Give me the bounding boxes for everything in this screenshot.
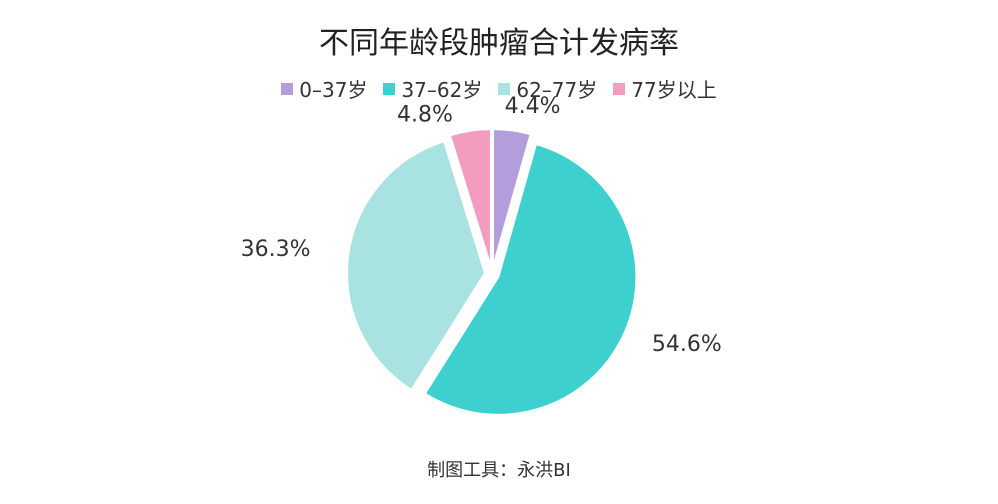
legend-item-0-37: 0–37岁 [281,74,367,103]
label-62-77: 36.3% [241,237,311,262]
slice-77-plus [448,128,492,268]
slice-37-62 [423,142,638,416]
label-77-plus: 4.8% [397,103,453,128]
legend-swatch-77-plus [613,82,626,95]
chart-legend: 0–37岁 37–62岁 62–77岁 77岁以上 [0,74,998,103]
legend-item-37-62: 37–62岁 [383,74,482,103]
legend-label-62-77: 62–77岁 [516,78,598,102]
legend-swatch-37-62 [383,82,396,95]
legend-label-77-plus: 77岁以上 [631,78,717,102]
footer-credit: 制图工具：永洪BI [427,460,571,481]
chart-title: 不同年龄段肿瘤合计发病率 [319,26,679,61]
legend-label-0-37: 0–37岁 [299,78,368,102]
label-0-37: 4.4% [505,94,561,119]
legend-swatch-0-37 [281,82,294,95]
legend-label-37-62: 37–62岁 [401,78,483,102]
legend-swatch-62-77 [498,82,511,95]
slice-62-77 [346,140,487,392]
legend-item-62-77: 62–77岁 [498,74,597,103]
legend-item-77-plus: 77岁以上 [613,74,717,103]
label-37-62: 54.6% [652,332,722,357]
slice-0-37 [491,128,532,268]
